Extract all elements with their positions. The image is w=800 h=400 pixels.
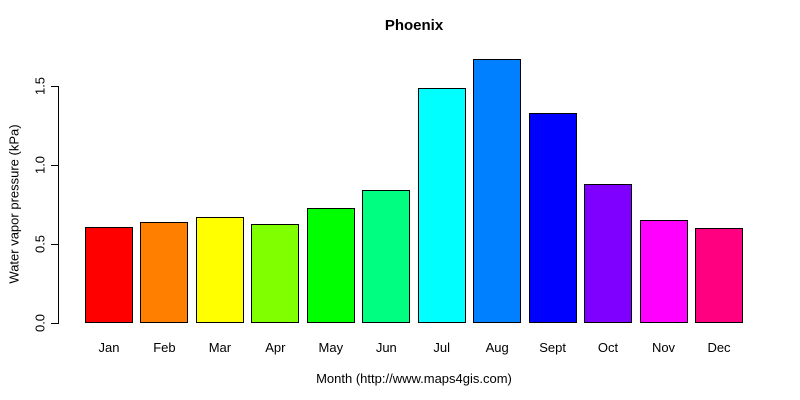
chart-title: Phoenix (384, 17, 444, 34)
x-tick-label-jan: Jan (98, 340, 120, 355)
x-tick-label-sept: Sept (539, 340, 566, 355)
x-tick-label-feb: Feb (153, 340, 176, 355)
x-tick-label-apr: Apr (265, 340, 286, 355)
y-tick-0.5 (51, 244, 59, 245)
y-tick-label-0.5: 0.5 (32, 234, 48, 254)
y-tick-label-1.0: 1.0 (32, 155, 48, 175)
y-axis (58, 86, 59, 323)
x-axis-label: Month (http://www.maps4gis.com) (316, 371, 512, 386)
bar-nov (639, 220, 688, 323)
y-tick-label-0.0: 0.0 (32, 313, 48, 333)
x-tick-label-oct: Oct (597, 340, 619, 355)
x-tick-label-mar: Mar (208, 340, 232, 355)
y-tick-label-1.5: 1.5 (32, 76, 48, 96)
bar-mar (195, 217, 244, 323)
y-tick-1.0 (51, 165, 59, 166)
x-tick-label-jun: Jun (375, 340, 397, 355)
bar-jun (362, 190, 411, 323)
y-tick-1.5 (51, 86, 59, 87)
x-tick-label-aug: Aug (485, 340, 509, 355)
bar-feb (140, 221, 189, 323)
bar-oct (584, 184, 632, 323)
y-tick-0.0 (51, 323, 59, 324)
bar-aug (473, 59, 522, 323)
bar-may (306, 207, 355, 323)
x-tick-label-jul: Jul (433, 340, 450, 355)
bar-jul (417, 87, 466, 323)
x-tick-label-dec: Dec (707, 340, 731, 355)
x-tick-label-nov: Nov (651, 340, 676, 355)
bar-jan (85, 226, 133, 323)
x-tick-label-may: May (318, 340, 344, 355)
bar-apr (251, 223, 300, 323)
y-axis-label: Water vapor pressure (kPa) (6, 124, 22, 284)
bar-dec (695, 228, 743, 323)
bar-sept (528, 112, 577, 323)
